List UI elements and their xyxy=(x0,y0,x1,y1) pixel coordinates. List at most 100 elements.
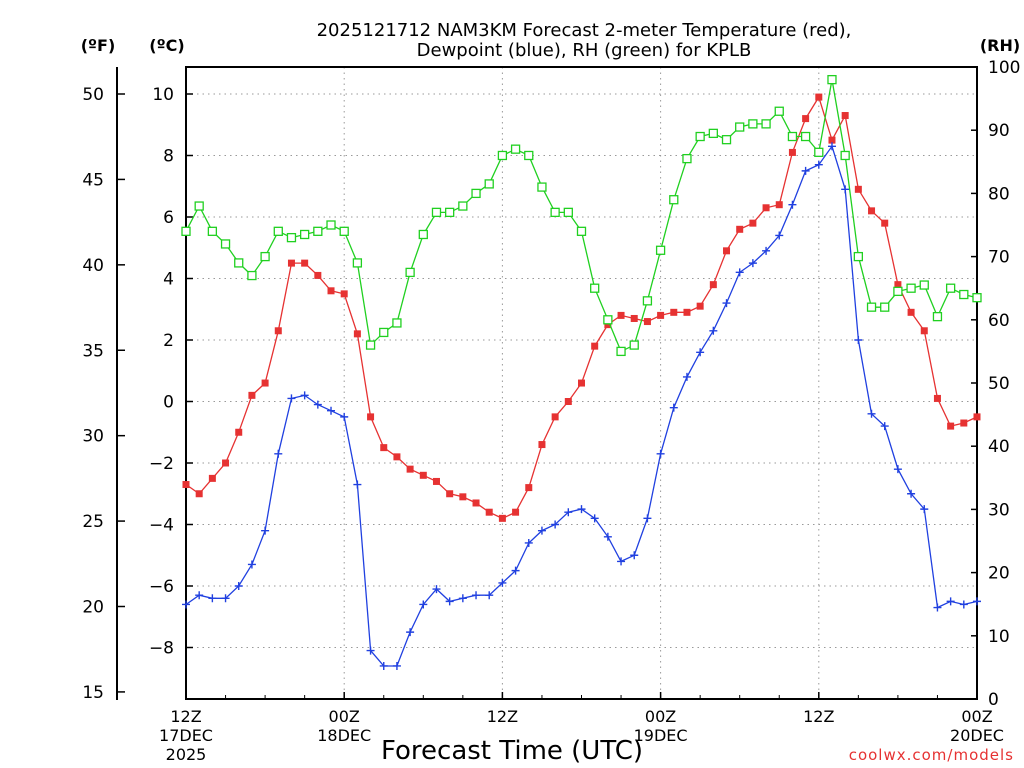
data-point xyxy=(286,232,297,243)
x-tick-date: 20DEC xyxy=(950,726,1004,745)
data-point xyxy=(497,150,508,161)
data-point xyxy=(367,413,375,421)
data-point xyxy=(590,514,599,523)
data-point xyxy=(670,308,678,316)
data-point xyxy=(314,271,322,279)
data-point xyxy=(525,484,533,492)
data-point xyxy=(313,226,323,236)
data-point xyxy=(524,150,534,161)
data-point xyxy=(393,453,401,461)
data-point xyxy=(761,119,771,129)
data-point xyxy=(841,112,849,120)
data-point xyxy=(736,225,744,233)
data-point xyxy=(445,207,455,218)
data-point xyxy=(919,280,929,290)
data-point xyxy=(248,391,256,399)
data-point xyxy=(564,508,573,517)
data-point xyxy=(642,296,653,306)
data-point xyxy=(722,299,731,308)
x-axis-label: Forecast Time (UTC) xyxy=(381,736,643,766)
data-point xyxy=(419,471,427,479)
data-point xyxy=(194,201,204,211)
data-point xyxy=(472,591,481,600)
data-point xyxy=(537,182,547,192)
data-point xyxy=(181,226,191,236)
data-point xyxy=(762,246,771,255)
rh-tick-label: 50 xyxy=(988,374,1010,394)
data-point xyxy=(854,185,862,193)
data-point xyxy=(814,160,823,169)
data-point xyxy=(485,591,494,600)
rh-tick-label: 0 xyxy=(988,690,999,710)
x-tick-time: 00Z xyxy=(329,707,360,726)
data-point xyxy=(749,219,757,227)
data-point xyxy=(195,591,204,600)
data-point xyxy=(274,449,283,458)
fahrenheit-tick-label: 15 xyxy=(82,683,104,703)
fahrenheit-tick-label: 30 xyxy=(82,427,104,447)
data-point xyxy=(748,259,757,268)
data-point xyxy=(880,422,889,431)
data-point xyxy=(379,327,389,338)
data-point xyxy=(484,179,494,189)
series-2-meter-temperature xyxy=(182,93,981,522)
data-point xyxy=(868,207,876,215)
data-point xyxy=(973,597,981,606)
data-point xyxy=(853,251,863,262)
fahrenheit-tick-label: 45 xyxy=(82,170,104,190)
data-point xyxy=(313,400,322,409)
data-point xyxy=(274,327,282,335)
data-point xyxy=(840,150,850,161)
data-point xyxy=(894,281,902,289)
data-point xyxy=(723,247,731,255)
data-point xyxy=(446,490,454,498)
data-point xyxy=(907,308,915,316)
data-point xyxy=(235,428,243,436)
data-point xyxy=(828,136,836,144)
fahrenheit-unit-label: (ºF) xyxy=(81,36,116,55)
data-point xyxy=(920,327,928,335)
data-point xyxy=(709,326,718,335)
data-point xyxy=(301,259,309,267)
data-point xyxy=(774,106,784,116)
fahrenheit-tick-label: 25 xyxy=(82,512,104,532)
rh-tick-label: 100 xyxy=(988,58,1020,78)
data-point xyxy=(854,336,863,344)
series-dewpoint xyxy=(182,142,981,670)
data-point xyxy=(735,268,744,277)
series-line xyxy=(185,95,978,520)
celsius-tick-label: −2 xyxy=(149,454,174,474)
data-point xyxy=(260,251,270,262)
data-point xyxy=(471,188,481,199)
data-point xyxy=(748,119,758,129)
data-point xyxy=(775,231,784,240)
data-point xyxy=(538,441,546,449)
data-point xyxy=(406,465,414,473)
data-point xyxy=(247,270,257,281)
data-point xyxy=(814,147,824,157)
rh-tick-label: 60 xyxy=(988,311,1010,331)
data-point xyxy=(880,302,890,312)
x-tick-time: 00Z xyxy=(645,707,676,726)
data-point xyxy=(973,413,981,421)
data-point xyxy=(866,302,877,312)
data-point xyxy=(604,321,612,329)
series-relative-humidity xyxy=(181,74,982,357)
rh-tick-label: 20 xyxy=(988,564,1010,584)
data-point xyxy=(932,311,943,322)
data-point xyxy=(182,481,190,489)
rh-tick-label: 10 xyxy=(988,627,1010,647)
data-point xyxy=(195,490,203,498)
data-point xyxy=(261,526,270,535)
data-point xyxy=(498,578,507,587)
x-tick-date: 17DEC xyxy=(159,726,213,745)
data-point xyxy=(669,403,678,412)
data-point xyxy=(512,508,520,516)
data-point xyxy=(800,131,811,142)
data-point xyxy=(827,74,837,85)
data-point xyxy=(576,226,587,236)
data-point xyxy=(220,239,231,249)
data-point xyxy=(775,201,783,209)
x-tick-date: 19DEC xyxy=(634,726,688,745)
fahrenheit-tick-label: 20 xyxy=(82,598,104,618)
